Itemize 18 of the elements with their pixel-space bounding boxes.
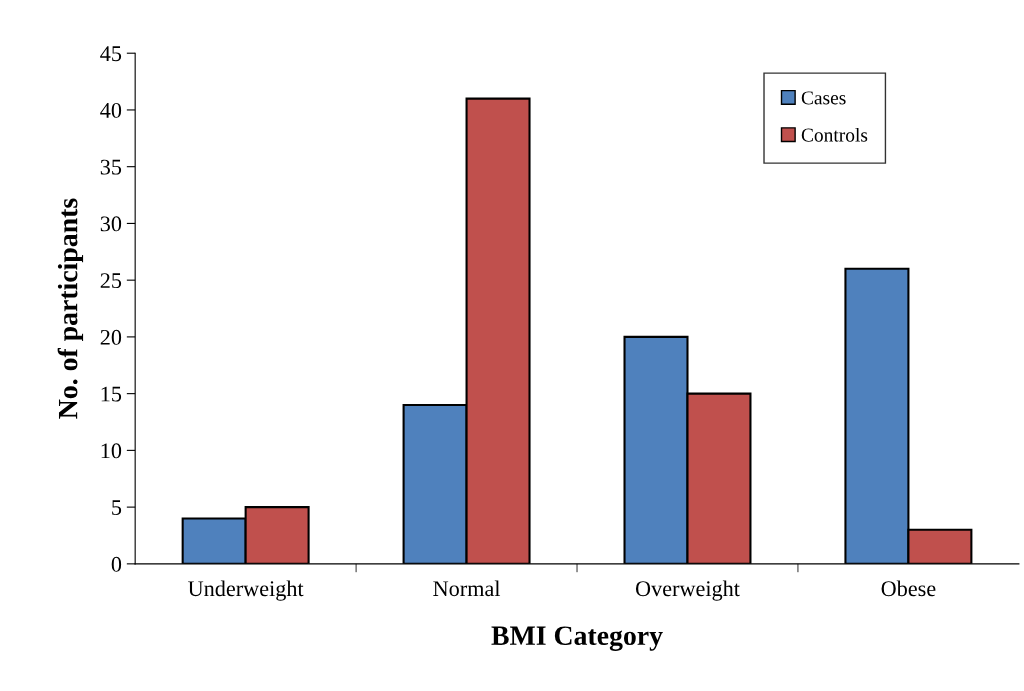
y-tick-label: 25 (100, 273, 122, 289)
y-tick-label: 20 (100, 329, 122, 345)
y-tick-label: 30 (100, 216, 122, 232)
y-tick-label: 0 (111, 556, 122, 572)
y-axis-title: No. of participants (57, 198, 84, 419)
x-tick-label: Normal (433, 580, 501, 597)
y-tick-label: 10 (101, 443, 122, 459)
x-axis-title: BMI Category (491, 626, 663, 651)
legend-label: Controls (801, 127, 868, 142)
legend-label: Cases (801, 91, 846, 105)
x-tick-label: Overweight (635, 580, 740, 601)
y-tick-label: 5 (112, 500, 122, 516)
x-tick-label: Underweight (188, 580, 304, 601)
y-tick-label: 35 (100, 159, 122, 175)
y-tick-label: 15 (101, 386, 122, 402)
y-tick-label: 40 (100, 102, 122, 118)
x-tick-label: Obese (881, 580, 936, 597)
y-tick-label: 45 (100, 46, 122, 62)
